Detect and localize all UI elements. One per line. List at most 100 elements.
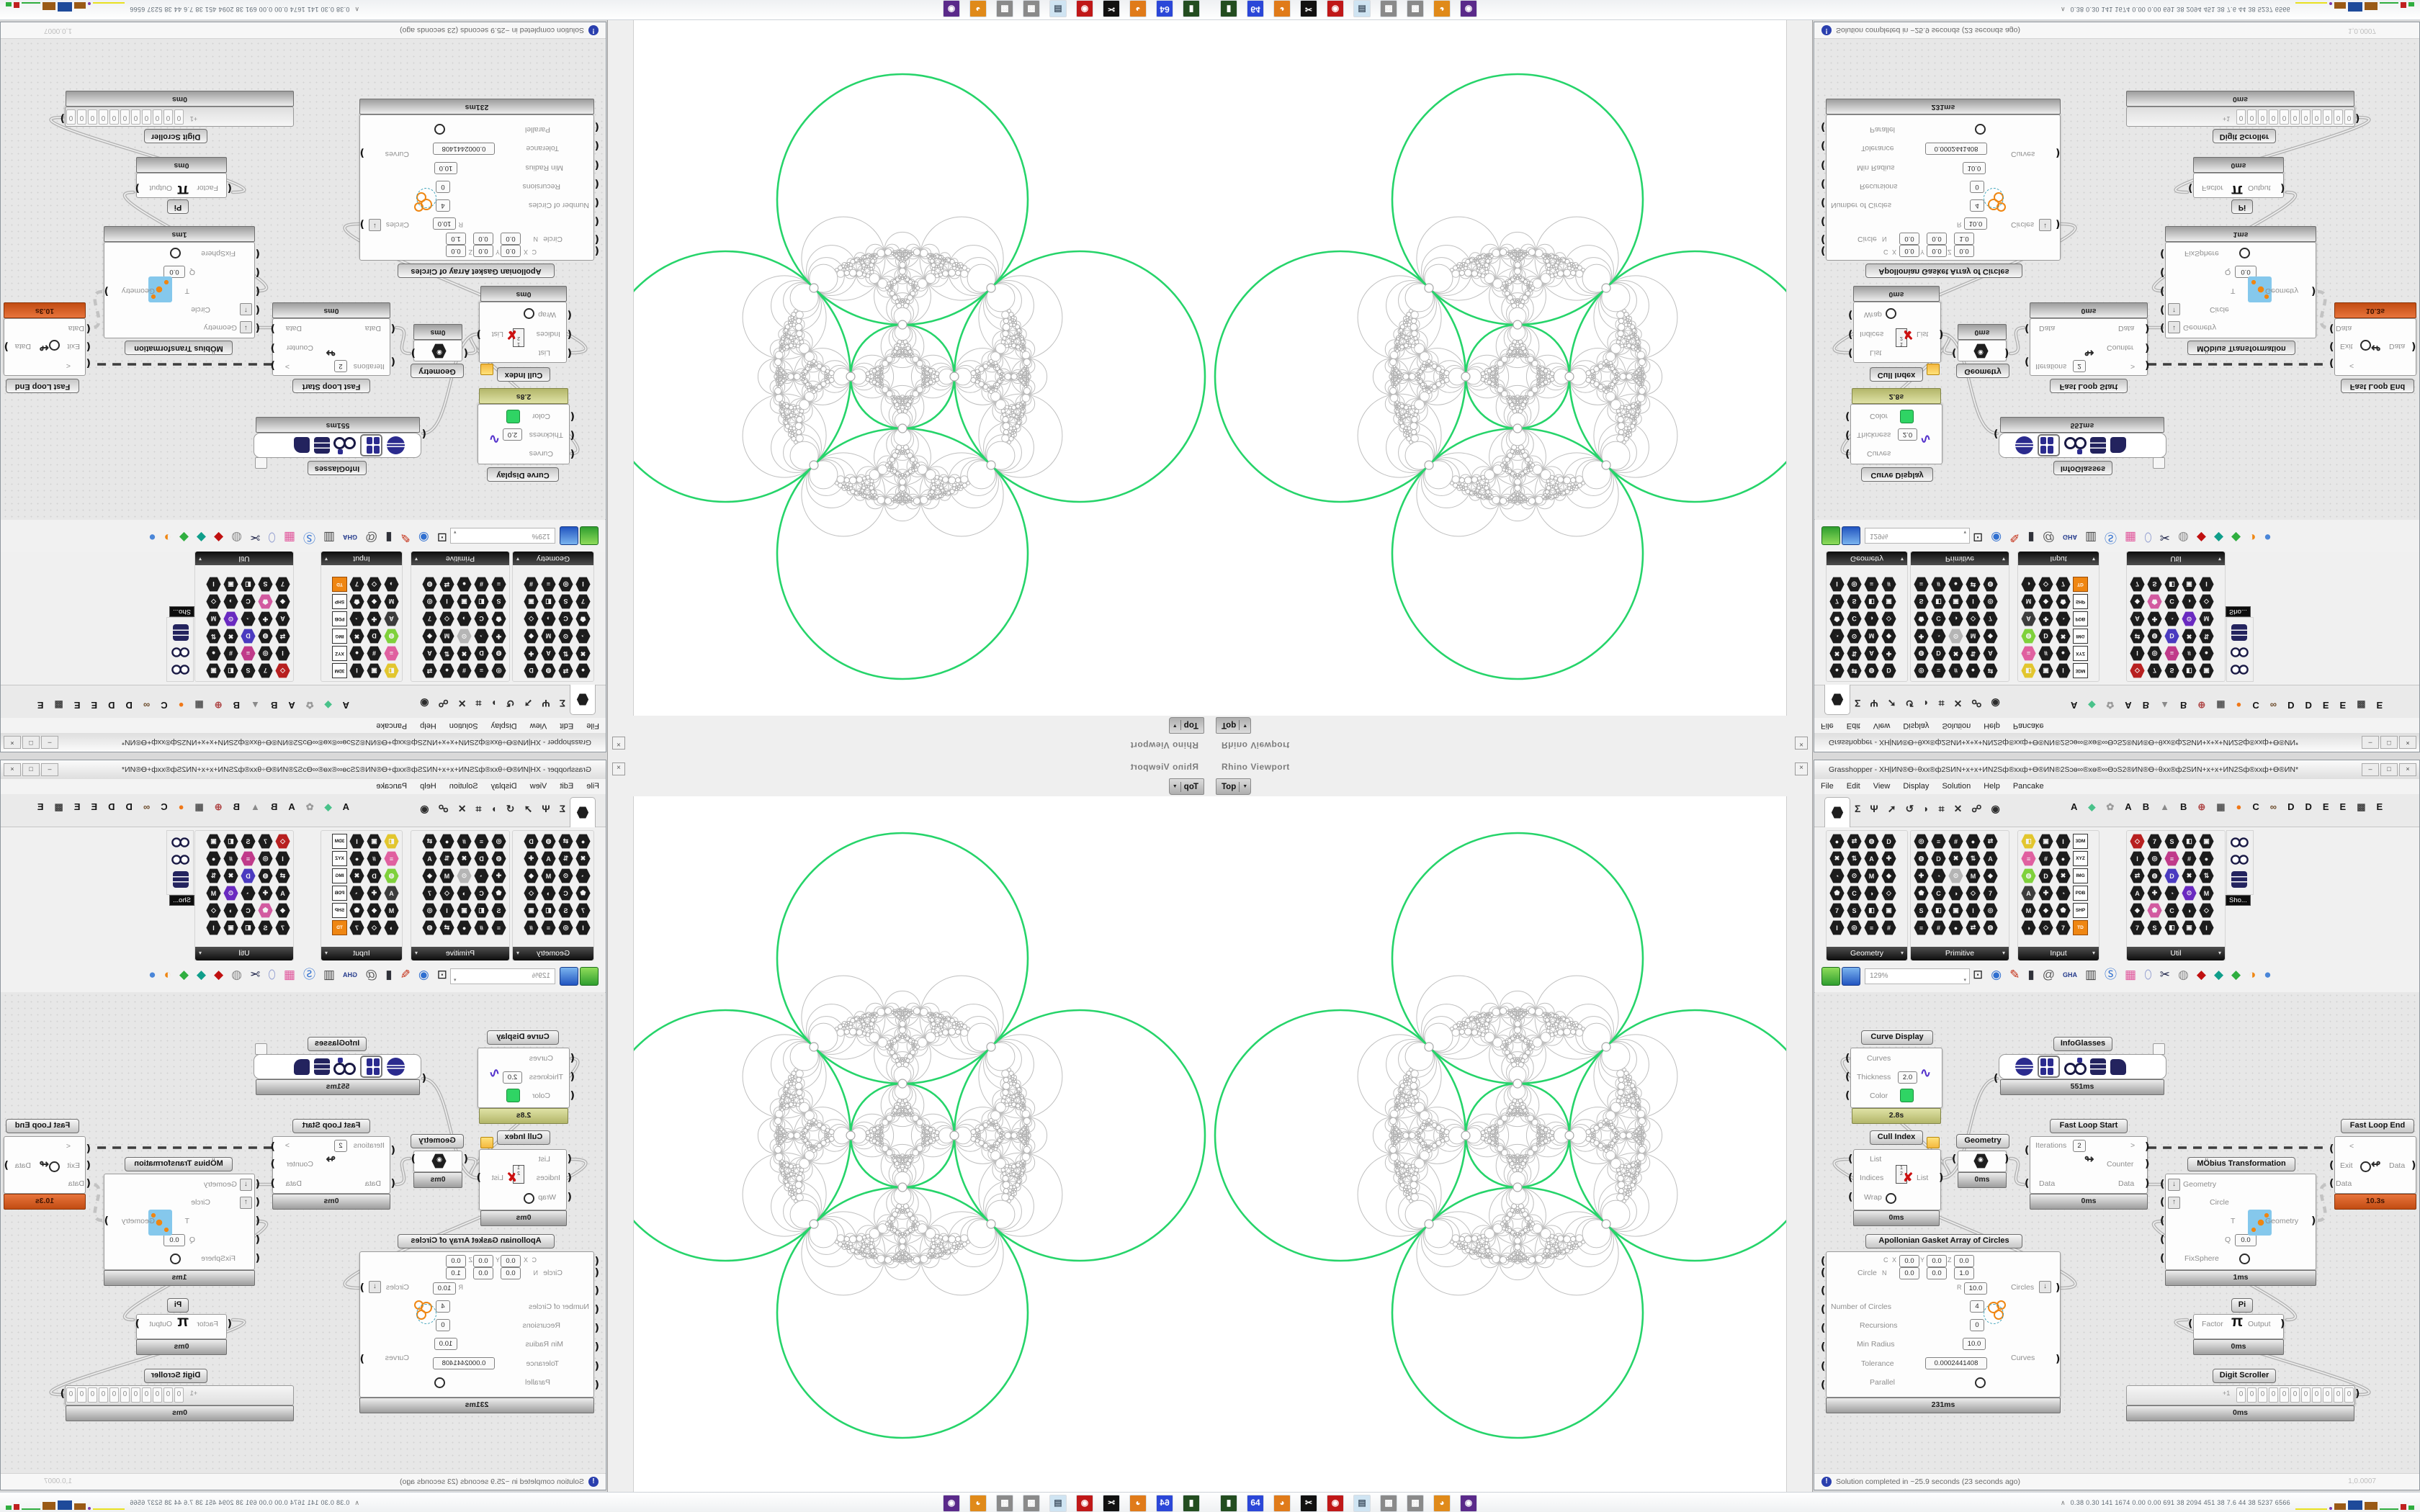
component-icon[interactable]: ⊙ <box>223 886 238 901</box>
menu-solution[interactable]: Solution <box>1942 721 1971 730</box>
component-icon[interactable]: ◧ <box>2164 577 2179 592</box>
gh-titlebar[interactable]: Grasshopper - ХНļИN®Ө÷θхх®ф2ЅИN+х+х+ИN2Ѕ… <box>1814 760 2419 780</box>
component-icon[interactable]: D <box>1931 646 1946 661</box>
component-icon[interactable]: ◍ <box>384 629 399 644</box>
toolbar-icon-9[interactable]: ⬯ <box>268 531 276 544</box>
component-icon[interactable]: # <box>474 920 489 935</box>
component-icon[interactable]: ◍ <box>491 851 506 866</box>
component-icon[interactable]: S <box>491 594 506 609</box>
digit-cell[interactable]: 0 <box>153 109 162 125</box>
toolbar-icon-10[interactable]: ✂ <box>249 968 261 981</box>
component-icon[interactable]: ◆ <box>367 594 382 609</box>
note-icon[interactable] <box>480 1137 493 1148</box>
component-icon[interactable]: ◑ <box>541 886 556 901</box>
digit-cell[interactable]: 0 <box>174 1387 184 1403</box>
component-icon[interactable]: ◔ <box>1931 629 1946 644</box>
list-disc-icon[interactable] <box>2015 1058 2033 1076</box>
component-icon[interactable]: ⊙ <box>1847 629 1862 644</box>
digit-cell[interactable]: 0 <box>88 109 97 125</box>
taskbar-app-icon-5[interactable]: ▤ <box>1353 1495 1371 1512</box>
component-icon[interactable]: C <box>1931 886 1946 901</box>
tab-icon-0[interactable]: Σ <box>559 803 565 814</box>
component-icon[interactable]: D <box>524 663 539 678</box>
component-icon[interactable]: # <box>367 851 382 866</box>
digit-cell[interactable]: 0 <box>2301 1387 2311 1403</box>
taskbar-app-icon-2[interactable]: ◕ <box>1273 0 1291 17</box>
component-icon[interactable]: ◆ <box>1881 868 1896 883</box>
component-icon-chip[interactable]: PDB <box>2073 611 2088 626</box>
n-z[interactable]: 1.0 <box>446 1267 466 1279</box>
goggles-icon[interactable] <box>2231 647 2249 659</box>
puzzle-icon[interactable] <box>2110 1058 2126 1075</box>
component-icon[interactable]: ▣ <box>367 663 382 678</box>
parallel-toggle[interactable] <box>434 124 445 135</box>
component-icon[interactable]: ⊙ <box>223 611 238 626</box>
component-icon[interactable]: # <box>457 663 472 678</box>
component-icon[interactable]: M <box>541 629 556 644</box>
menu-view[interactable]: View <box>1873 782 1891 791</box>
panel-footer-primitive[interactable]: Primitive ▾ <box>411 552 509 565</box>
component-icon[interactable]: ◔ <box>2056 886 2071 901</box>
panel-footer-util[interactable]: Util ▾ <box>2127 947 2225 960</box>
component-icon[interactable]: ≡ <box>1931 663 1946 678</box>
node-label-curve-display[interactable]: Curve Display <box>1861 1030 1933 1045</box>
taskbar-app-icon-3[interactable]: ✂ <box>1103 0 1120 17</box>
digit-cell[interactable]: 0 <box>66 1387 76 1403</box>
component-icon[interactable]: ≡ <box>474 834 489 849</box>
taskbar-app-icon-5[interactable]: ▤ <box>1049 1495 1067 1512</box>
menu-display[interactable]: Display <box>1903 782 1930 791</box>
component-icon[interactable]: A <box>422 851 437 866</box>
node-fast-loop-start[interactable] <box>2030 1136 2148 1194</box>
component-icon[interactable]: A <box>1864 646 1879 661</box>
component-icon-chip[interactable]: IMG <box>2073 629 2088 644</box>
taskbar-app-icon-6[interactable]: ▩ <box>1380 0 1397 17</box>
node-pi[interactable] <box>2193 1314 2284 1339</box>
puzzle-icon[interactable] <box>294 1058 310 1075</box>
component-icon[interactable]: ▣ <box>524 903 539 918</box>
viewport-tab-top[interactable]: Top ▼ <box>1216 778 1252 795</box>
component-icon[interactable]: ⇅ <box>1966 851 1981 866</box>
component-icon[interactable]: ≡ <box>1864 920 1879 935</box>
component-icon[interactable]: ▣ <box>223 920 238 935</box>
digit-cell[interactable]: 0 <box>2290 109 2300 125</box>
tab-icon-3[interactable]: ↺ <box>1905 803 1914 814</box>
taskbar-app-icon-9[interactable]: ◉ <box>1460 0 1477 17</box>
easel-icon[interactable] <box>173 871 189 888</box>
component-icon[interactable]: ⇄ <box>275 868 290 883</box>
panel-footer-input[interactable]: Input ▾ <box>2018 552 2099 565</box>
component-icon[interactable]: D <box>474 851 489 866</box>
n-z[interactable]: 1.0 <box>446 233 466 245</box>
component-icon[interactable]: ✖ <box>457 646 472 661</box>
digit-cell[interactable]: 0 <box>163 109 173 125</box>
minimize-button[interactable]: – <box>41 763 58 776</box>
component-icon[interactable]: ≡ <box>2021 646 2036 661</box>
digit-cell[interactable]: 0 <box>2334 109 2343 125</box>
component-icon[interactable]: D <box>1881 834 1896 849</box>
component-icon[interactable]: ▣ <box>223 577 238 592</box>
component-icon[interactable]: M <box>439 868 454 883</box>
drawer-icon[interactable] <box>314 1058 330 1075</box>
exit-toggle[interactable] <box>2360 1161 2371 1172</box>
tolerance-value[interactable]: 0.0002441408 <box>433 1357 495 1369</box>
component-icon[interactable]: 7 <box>2056 920 2071 935</box>
digit-cell[interactable]: 0 <box>163 1387 173 1403</box>
component-icon[interactable]: ⊙ <box>2182 611 2197 626</box>
num-circles-value[interactable]: 4 <box>436 1300 450 1313</box>
component-icon[interactable]: ● <box>457 920 472 935</box>
tab-params[interactable] <box>1824 685 1850 715</box>
digit-cell[interactable]: 0 <box>88 1387 97 1403</box>
component-icon[interactable]: ✖ <box>223 868 238 883</box>
node-label-fast-loop-end[interactable]: Fast Loop End <box>2341 379 2414 393</box>
component-icon[interactable]: ◑ <box>457 886 472 901</box>
tab-icon-2[interactable]: ➚ <box>1887 803 1896 814</box>
component-icon[interactable]: ◍ <box>2147 629 2162 644</box>
plugin-tab-10[interactable]: C <box>161 700 168 711</box>
component-icon[interactable]: ● <box>575 834 591 849</box>
component-icon-chip[interactable]: XYZ <box>2073 646 2088 661</box>
plugin-tab-0[interactable]: A <box>2071 801 2078 812</box>
digit-cell[interactable]: 0 <box>2301 109 2311 125</box>
iterations-value[interactable]: 2 <box>334 360 347 372</box>
digit-cell[interactable]: 0 <box>2258 1387 2267 1403</box>
digit-cell[interactable]: 0 <box>2280 109 2289 125</box>
component-icon[interactable]: ◔ <box>241 886 256 901</box>
